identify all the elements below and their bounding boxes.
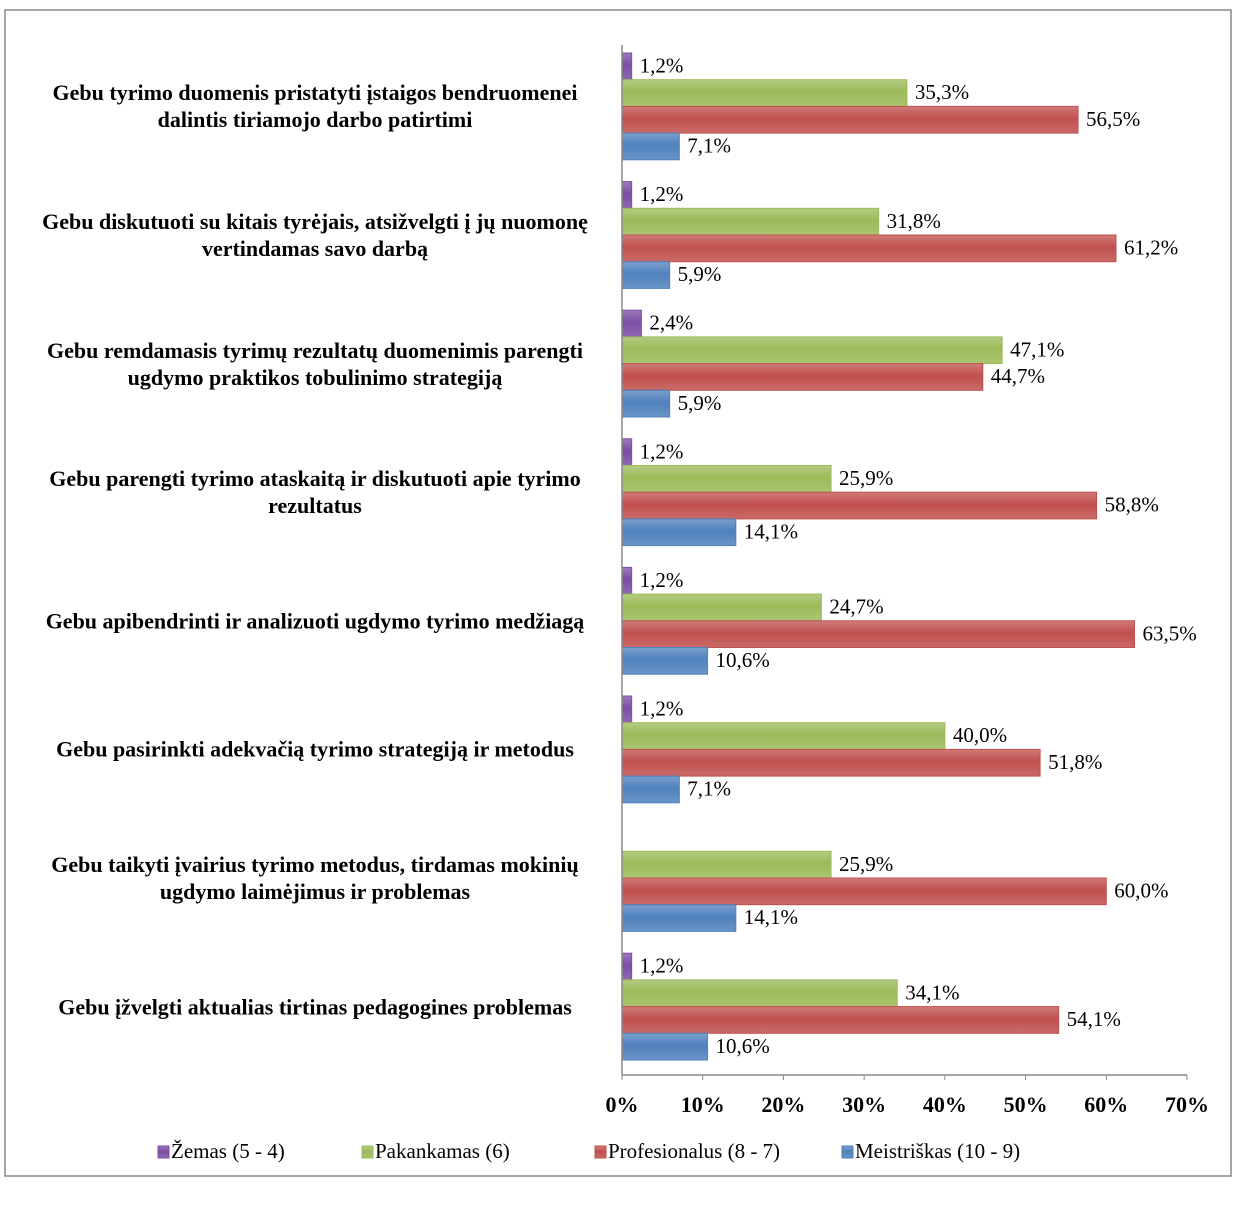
x-tick-label: 40% [923, 1092, 967, 1117]
value-label: 10,6% [716, 1034, 770, 1058]
x-tick-label: 10% [681, 1092, 725, 1117]
value-label: 24,7% [829, 595, 883, 619]
bar [621, 389, 671, 418]
category-label: Gebu remdamasis tyrimų rezultatų duomeni… [47, 337, 583, 390]
value-label: 2,4% [649, 311, 693, 335]
bar [621, 979, 898, 1008]
value-label: 40,0% [953, 723, 1007, 747]
value-label: 51,8% [1048, 750, 1102, 774]
value-label: 61,2% [1124, 235, 1178, 259]
bar [621, 234, 1117, 263]
value-label: 1,2% [640, 954, 684, 978]
value-label: 10,6% [716, 648, 770, 672]
category-label: Gebu apibendrinti ir analizuoti ugdymo t… [45, 608, 585, 634]
value-label: 14,1% [744, 905, 798, 929]
value-label: 35,3% [915, 80, 969, 104]
value-label: 25,9% [839, 466, 893, 490]
value-label: 47,1% [1010, 337, 1064, 361]
bar [621, 132, 680, 161]
bar [621, 491, 1098, 520]
category-label: Gebu diskutuoti su kitais tyrėjais, atsi… [42, 209, 588, 261]
category-label: Gebu parengti tyrimo ataskaitą ir diskut… [49, 466, 581, 519]
value-label: 1,2% [640, 182, 684, 206]
bar [621, 877, 1107, 906]
bar [621, 620, 1136, 648]
bar [621, 904, 737, 932]
bar [621, 566, 633, 595]
legend-marker [841, 1145, 854, 1159]
value-label: 25,9% [839, 852, 893, 876]
value-label: 1,2% [640, 53, 684, 77]
bar [621, 181, 633, 209]
x-tick-label: 0% [606, 1092, 639, 1117]
bar [621, 438, 633, 466]
bar [621, 518, 737, 547]
bar [621, 1032, 709, 1061]
x-tick-label: 50% [1004, 1092, 1048, 1117]
value-label: 63,5% [1143, 621, 1197, 645]
value-label: 1,2% [640, 439, 684, 463]
category-label: Gebu taikyti įvairius tyrimo metodus, ti… [51, 852, 579, 904]
x-tick-label: 30% [842, 1092, 886, 1117]
value-label: 7,1% [687, 777, 731, 801]
bar [621, 52, 633, 81]
value-label: 56,5% [1086, 107, 1140, 131]
bar [621, 1006, 1060, 1034]
bar [621, 748, 1041, 777]
bar [621, 465, 832, 493]
value-label: 5,9% [678, 391, 722, 415]
bar [621, 105, 1079, 134]
legend-label: Meistriškas (10 - 9) [855, 1139, 1020, 1163]
value-label: 14,1% [744, 519, 798, 543]
category-label: Gebu pasirinkti adekvačią tyrimo strateg… [56, 736, 574, 762]
legend-label: Pakankamas (6) [375, 1139, 510, 1163]
bar [621, 261, 671, 289]
value-label: 1,2% [640, 696, 684, 720]
legend-marker [361, 1145, 374, 1159]
bar [621, 79, 908, 107]
value-label: 7,1% [687, 134, 731, 158]
bar [621, 647, 709, 675]
value-label: 44,7% [991, 364, 1045, 388]
legend-marker [157, 1145, 170, 1159]
value-label: 58,8% [1105, 493, 1159, 517]
x-tick-label: 70% [1165, 1092, 1209, 1117]
bar [621, 952, 633, 981]
bar [621, 207, 880, 236]
category-label: Gebu įžvelgti aktualias tirtinas pedagog… [58, 994, 572, 1020]
bar [621, 593, 822, 622]
bar [621, 309, 642, 338]
bar [621, 363, 984, 391]
category-label: Gebu tyrimo duomenis pristatyti įstaigos… [52, 80, 578, 133]
legend-label: Profesionalus (8 - 7) [608, 1139, 780, 1163]
x-tick-label: 20% [761, 1092, 805, 1117]
legend-label: Žemas (5 - 4) [171, 1139, 285, 1163]
bar [621, 695, 633, 724]
chart-frame [4, 9, 1232, 1177]
value-label: 31,8% [887, 209, 941, 233]
bar [621, 336, 1003, 365]
value-label: 54,1% [1067, 1007, 1121, 1031]
value-label: 60,0% [1114, 878, 1168, 902]
bar [621, 850, 832, 879]
value-label: 1,2% [640, 568, 684, 592]
legend-marker [594, 1145, 607, 1159]
value-label: 34,1% [905, 980, 959, 1004]
value-label: 5,9% [678, 262, 722, 286]
x-tick-label: 60% [1084, 1092, 1128, 1117]
bar [621, 775, 680, 804]
bar [621, 722, 946, 750]
